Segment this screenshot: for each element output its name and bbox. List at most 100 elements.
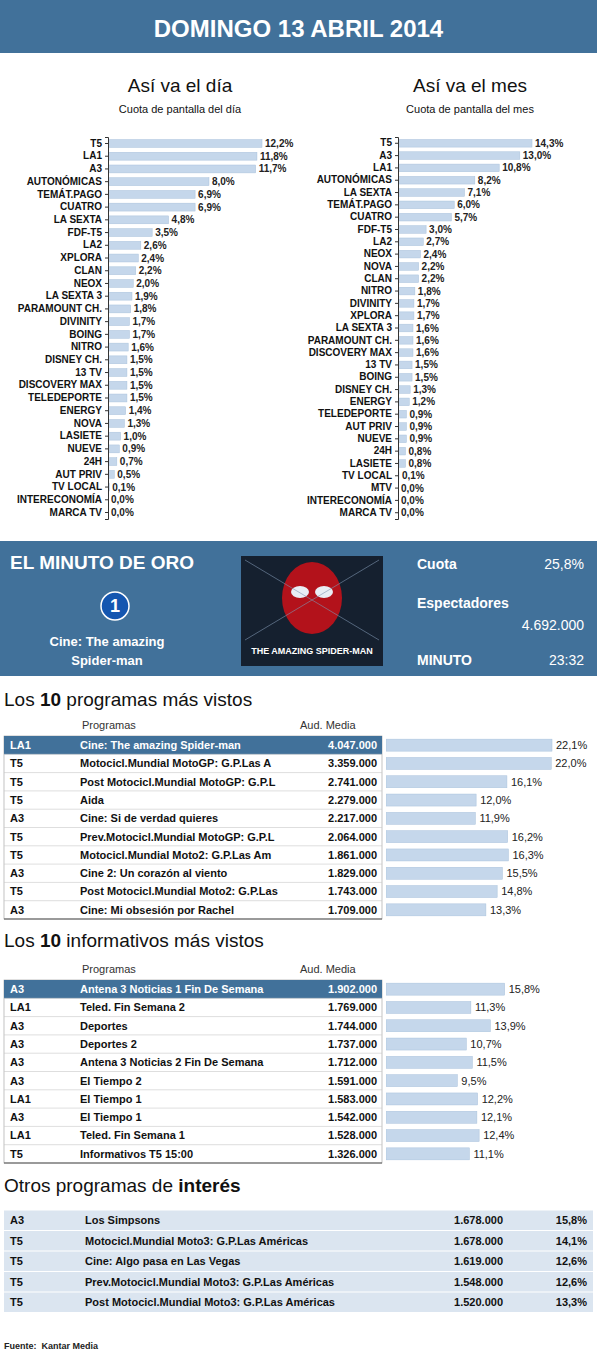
header-title: DOMINGO 13 ABRIL 2014 xyxy=(154,15,444,42)
tick-mark xyxy=(395,278,398,279)
tick-mark xyxy=(105,372,108,373)
share-label: 15,8% xyxy=(509,983,540,995)
tick-mark xyxy=(395,192,398,193)
data-label: 4,8% xyxy=(172,214,195,225)
tick-mark xyxy=(395,352,398,353)
tick-mark xyxy=(395,414,398,415)
bar xyxy=(398,398,409,406)
tick: LA1 xyxy=(83,150,108,161)
tick-mark xyxy=(395,512,398,513)
tick-mark xyxy=(105,461,108,462)
tick-label: CLAN xyxy=(74,265,102,276)
tick: NITRO xyxy=(71,341,108,352)
tick-label: AUTONÓMICAS xyxy=(27,175,103,187)
data-label: 6,0% xyxy=(457,199,480,210)
data-label: 1,8% xyxy=(418,286,441,297)
row-separator xyxy=(4,1126,382,1127)
data-label: 1,8% xyxy=(134,303,157,314)
data-label: 3,5% xyxy=(155,227,178,238)
row-background xyxy=(4,1231,593,1251)
tick: DISCOVERY MAX xyxy=(309,347,398,358)
tick-label: TELEDEPORTE xyxy=(28,392,102,403)
audience: 1.528.000 xyxy=(328,1129,377,1141)
program: Cine: Algo pasa en Las Vegas xyxy=(85,1255,240,1267)
share-labels: 15,8%11,3%13,9%10,7%11,5%9,5%12,2%12,1%1… xyxy=(461,983,540,1160)
audience: 2.279.000 xyxy=(328,794,377,806)
bar xyxy=(108,216,169,224)
bars xyxy=(108,140,262,491)
channel: A3 xyxy=(10,904,24,916)
tick-mark xyxy=(105,156,108,157)
tick-label: 13 TV xyxy=(75,367,102,378)
row-background xyxy=(4,1211,593,1231)
share: 14,1% xyxy=(556,1235,587,1247)
data-label: 13,0% xyxy=(523,150,551,161)
section-title: Otros programas de interés xyxy=(4,1175,241,1196)
stat-value: 4.692.000 xyxy=(522,617,584,633)
bar xyxy=(108,305,131,313)
audience: 1.902.000 xyxy=(328,983,377,995)
bar xyxy=(398,287,415,295)
tick-label: LA SEXTA 3 xyxy=(336,322,393,333)
tick-mark xyxy=(105,423,108,424)
bars xyxy=(398,139,532,479)
tick-label: AUTONÓMICAS xyxy=(317,173,393,185)
chart-subtitle: Cuota de pantalla del mes xyxy=(406,103,534,115)
tick-label: DIVINITY xyxy=(350,298,393,309)
channel: T5 xyxy=(10,794,23,806)
tick: T5 xyxy=(380,137,398,148)
tick-label: BOING xyxy=(359,371,392,382)
tick-label: A3 xyxy=(89,163,102,174)
tick: PARAMOUNT CH. xyxy=(308,335,398,346)
stat-label: Espectadores xyxy=(417,595,509,611)
source: Fuente: Kantar Media xyxy=(4,1341,99,1351)
channel-logo-text: 1 xyxy=(110,596,120,616)
tick-mark xyxy=(395,254,398,255)
tick: LASIETE xyxy=(350,458,398,469)
golden-minute: EL MINUTO DE ORO1Cine: The amazingSpider… xyxy=(0,541,597,676)
data-label: 8,2% xyxy=(478,175,501,186)
row-background xyxy=(4,1293,593,1313)
bar xyxy=(108,343,128,351)
data-label: 1,5% xyxy=(415,372,438,383)
bar xyxy=(108,419,124,427)
program: Post Motocicl.Mundial Moto3: G.P.Las Amé… xyxy=(85,1296,335,1308)
program: Teled. Fin Semana 1 xyxy=(80,1129,185,1141)
tick: AUTONÓMICAS xyxy=(317,173,398,185)
bar xyxy=(398,447,405,455)
program: El Tiempo 2 xyxy=(80,1075,142,1087)
channel: A3 xyxy=(10,867,24,879)
tick: LA SEXTA xyxy=(54,214,108,225)
tick-mark xyxy=(395,451,398,452)
tick-label: T5 xyxy=(90,138,102,149)
program: Cine 2: Un corazón al viento xyxy=(80,867,228,879)
share-bars xyxy=(386,739,552,916)
tick-mark xyxy=(105,487,108,488)
channel: T5 xyxy=(10,757,23,769)
bar xyxy=(108,381,127,389)
program: Cine: Si de verdad quieres xyxy=(80,812,218,824)
stat-label: Cuota xyxy=(417,556,457,572)
data-label: 0,0% xyxy=(111,507,134,518)
tick-label: INTERECONOMÍA xyxy=(307,494,392,506)
tick-mark xyxy=(395,315,398,316)
tick-mark xyxy=(395,328,398,329)
share-bar xyxy=(386,794,476,806)
audience: 2.064.000 xyxy=(328,831,377,843)
share-label: 14,8% xyxy=(501,885,532,897)
tick-mark xyxy=(105,512,108,513)
share-label: 12,1% xyxy=(481,1111,512,1123)
audience: 1.829.000 xyxy=(328,867,377,879)
tick-mark xyxy=(105,436,108,437)
stat-value: 23:32 xyxy=(549,652,584,668)
tick: LA1 xyxy=(373,162,398,173)
tick-label: LA SEXTA xyxy=(54,214,102,225)
share-label: 9,5% xyxy=(461,1075,486,1087)
data-label: 2,2% xyxy=(422,273,445,284)
tick-mark xyxy=(395,377,398,378)
tick-label: DISCOVERY MAX xyxy=(309,347,393,358)
tick-mark xyxy=(395,463,398,464)
audience: 1.520.000 xyxy=(454,1296,503,1308)
data-label: 1,7% xyxy=(132,316,155,327)
tick-label: AUT PRIV xyxy=(55,469,102,480)
